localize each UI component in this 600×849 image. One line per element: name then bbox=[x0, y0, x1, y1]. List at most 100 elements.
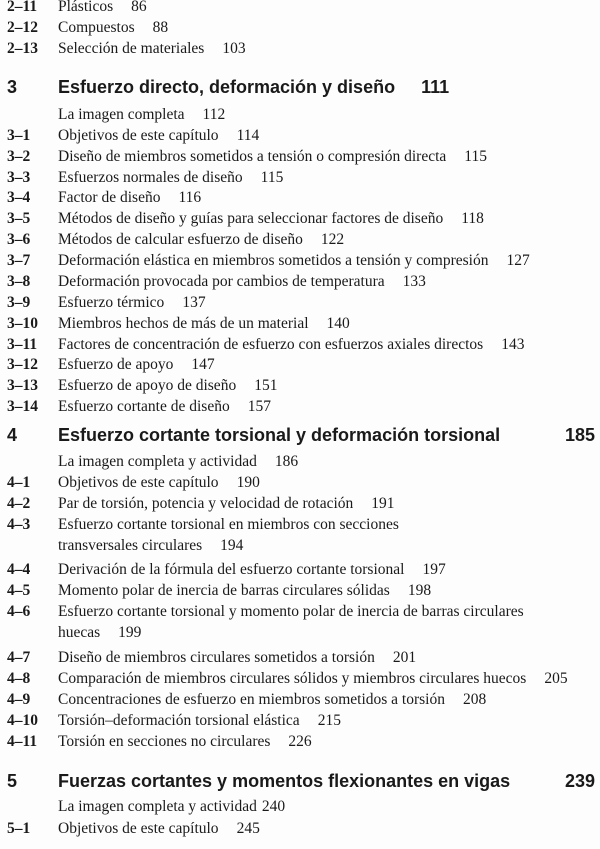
section-number: 3–11 bbox=[7, 336, 38, 353]
section-title: Esfuerzo térmico 137 bbox=[58, 293, 206, 313]
section-title-text: Objetivos de este capítulo bbox=[58, 474, 219, 491]
section-title: Momento polar de inercia de barras circu… bbox=[58, 581, 431, 601]
page-number: 86 bbox=[131, 0, 147, 15]
section-title: Esfuerzo de apoyo 147 bbox=[58, 355, 215, 375]
section-title: Comparación de miembros circulares sólid… bbox=[58, 669, 568, 689]
section-title: Torsión en secciones no circulares 226 bbox=[58, 732, 312, 752]
page-number: 194 bbox=[220, 537, 244, 554]
section-title-text: Miembros hechos de más de un material bbox=[58, 315, 309, 332]
page-number: 240 bbox=[261, 798, 286, 815]
section-number: 4 bbox=[7, 425, 18, 445]
section-number: 4–1 bbox=[7, 474, 31, 491]
page-number: 215 bbox=[317, 712, 341, 729]
page-number: 147 bbox=[191, 356, 215, 373]
section-title-text: Esfuerzo cortante torsional y momento po… bbox=[58, 603, 524, 620]
section-title-text: Deformación elástica en miembros sometid… bbox=[58, 252, 489, 269]
section-title-text: Factor de diseño bbox=[58, 189, 161, 206]
section-number: 4–2 bbox=[7, 495, 31, 512]
section-title: La imagen completa 112 bbox=[58, 105, 225, 125]
page-number: 191 bbox=[371, 495, 395, 512]
section-title-text: Derivación de la fórmula del esfuerzo co… bbox=[58, 561, 405, 578]
section-title-text: La imagen completa bbox=[58, 106, 185, 123]
page-number: 239 bbox=[564, 771, 595, 791]
section-title: Derivación de la fórmula del esfuerzo co… bbox=[58, 560, 446, 580]
page-number: 245 bbox=[236, 820, 260, 837]
section-title-text: Esfuerzos normales de diseño bbox=[58, 169, 243, 186]
page-number: 201 bbox=[392, 649, 417, 666]
section-title-text: Concentraciones de esfuerzo en miembros … bbox=[58, 691, 445, 708]
page-number: 198 bbox=[407, 582, 432, 599]
section-title: Métodos de calcular esfuerzo de diseño 12… bbox=[58, 230, 344, 250]
page-number: 143 bbox=[501, 336, 525, 353]
section-number: 3 bbox=[7, 77, 18, 97]
page-number: 140 bbox=[326, 315, 350, 332]
page-number: 190 bbox=[236, 474, 260, 491]
section-title-text: Torsión en secciones no circulares bbox=[58, 733, 271, 750]
section-number: 3–1 bbox=[7, 127, 31, 144]
section-number: 4–10 bbox=[7, 712, 38, 729]
page-number: 199 bbox=[118, 624, 142, 641]
section-number: 3–5 bbox=[7, 210, 31, 227]
page-number: 122 bbox=[320, 231, 345, 248]
section-number: 3–4 bbox=[7, 189, 31, 206]
page-number: 151 bbox=[254, 377, 278, 394]
section-title: Deformación elástica en miembros sometid… bbox=[58, 251, 530, 271]
section-title-text: Esfuerzo de apoyo bbox=[58, 356, 174, 373]
section-title-text: Factores de concentración de esfuerzo co… bbox=[58, 336, 484, 353]
section-title-text: Esfuerzo cortante de diseño bbox=[58, 398, 230, 415]
section-title-text: Métodos de calcular esfuerzo de diseño bbox=[58, 231, 303, 248]
section-number: 5 bbox=[7, 771, 18, 791]
section-title-text: Objetivos de este capítulo bbox=[58, 127, 219, 144]
section-title: La imagen completa y actividad 240 bbox=[58, 797, 285, 817]
section-title-continued: huecas 199 bbox=[58, 623, 141, 643]
section-number: 2–11 bbox=[7, 0, 38, 15]
section-title: Esfuerzo cortante torsional y momento po… bbox=[58, 602, 524, 622]
section-title-text: Objetivos de este capítulo bbox=[58, 820, 219, 837]
page-number: 208 bbox=[462, 691, 487, 708]
section-number: 5–1 bbox=[7, 820, 31, 837]
section-title-continued: transversales circulares 194 bbox=[58, 536, 243, 556]
section-number: 3–10 bbox=[7, 315, 38, 332]
section-title: Deformación provocada por cambios de tem… bbox=[58, 272, 426, 292]
section-title: Miembros hechos de más de un material 140 bbox=[58, 314, 350, 334]
section-title-text: Compuestos bbox=[58, 19, 135, 36]
section-title-text: Par de torsión, potencia y velocidad de … bbox=[58, 495, 354, 512]
section-title-text: La imagen completa y actividad bbox=[58, 453, 257, 470]
section-title-text: Esfuerzo térmico bbox=[58, 294, 165, 311]
page-number: 112 bbox=[202, 106, 226, 123]
section-title: Esfuerzo cortante torsional y deformació… bbox=[58, 425, 500, 445]
page-number: 186 bbox=[274, 453, 299, 470]
section-title: Diseño de miembros sometidos a tensión o… bbox=[58, 147, 487, 167]
section-title: Esfuerzo cortante torsional en miembros … bbox=[58, 515, 399, 535]
page-number: 137 bbox=[182, 294, 206, 311]
section-number: 3–13 bbox=[7, 377, 38, 394]
section-title: Métodos de diseño y guías para seleccion… bbox=[58, 209, 484, 229]
page-number: 157 bbox=[247, 398, 271, 415]
page-number: 205 bbox=[544, 670, 568, 687]
section-title: Factores de concentración de esfuerzo co… bbox=[58, 335, 524, 355]
section-number: 4–3 bbox=[7, 516, 31, 533]
section-title-text: Esfuerzo cortante torsional en miembros … bbox=[58, 516, 399, 533]
section-title-text: Métodos de diseño y guías para seleccion… bbox=[58, 210, 444, 227]
page-number: 185 bbox=[564, 425, 595, 445]
section-title: Objetivos de este capítulo 114 bbox=[58, 126, 259, 146]
section-number: 3–7 bbox=[7, 252, 31, 269]
page-number: 118 bbox=[461, 210, 484, 227]
section-number: 4–9 bbox=[7, 691, 31, 708]
page-number: 197 bbox=[422, 561, 446, 578]
section-title: Objetivos de este capítulo 190 bbox=[58, 473, 260, 493]
section-title-text: Diseño de miembros sometidos a tensión o… bbox=[58, 148, 447, 165]
section-title-text: Esfuerzo de apoyo de diseño bbox=[58, 377, 237, 394]
section-number: 3–6 bbox=[7, 231, 31, 248]
section-title: Factor de diseño 116 bbox=[58, 188, 201, 208]
section-number: 3–3 bbox=[7, 169, 31, 186]
section-title-text: Momento polar de inercia de barras circu… bbox=[58, 582, 390, 599]
section-title: Compuestos 88 bbox=[58, 18, 168, 38]
section-number: 2–13 bbox=[7, 40, 38, 57]
section-title: Fuerzas cortantes y momentos flexionante… bbox=[58, 771, 510, 791]
section-title: Concentraciones de esfuerzo en miembros … bbox=[58, 690, 486, 710]
page-number: 116 bbox=[178, 189, 202, 206]
section-number: 3–12 bbox=[7, 356, 38, 373]
section-title: Objetivos de este capítulo 245 bbox=[58, 819, 260, 839]
section-title-text: Esfuerzo directo, deformación y diseño bbox=[58, 77, 396, 97]
